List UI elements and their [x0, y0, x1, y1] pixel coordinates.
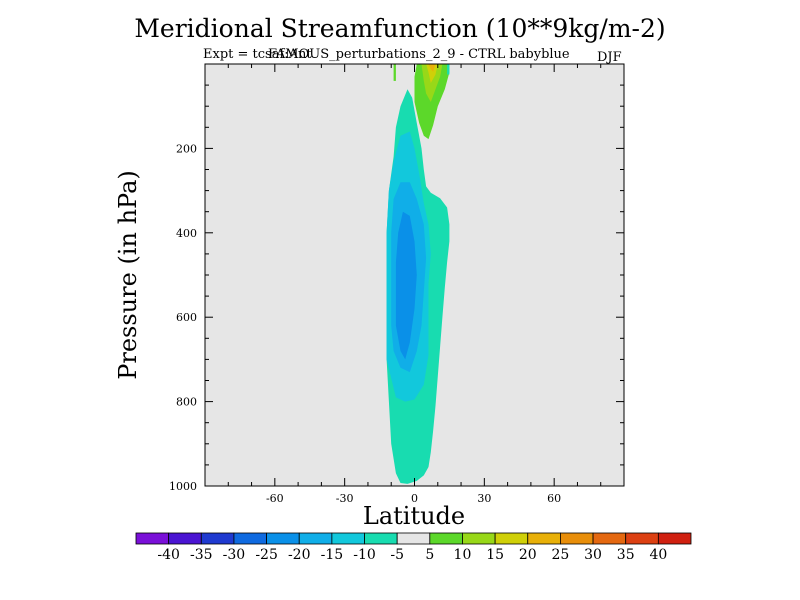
colorbar-label: -30 — [223, 547, 246, 563]
contour-region-9 — [447, 64, 450, 75]
x-tick-label: 60 — [547, 492, 561, 505]
colorbar-swatch — [592, 532, 627, 545]
x-axis-label: Latitude — [362, 502, 466, 530]
y-tick-label: 200 — [176, 142, 197, 155]
y-tick-label: 600 — [176, 311, 197, 324]
contour-region-6 — [426, 64, 438, 83]
colorbar-label: 20 — [519, 547, 537, 563]
y-tick-label: 1000 — [169, 480, 197, 493]
colorbar-label: 15 — [486, 547, 504, 563]
colorbar-label: -10 — [353, 547, 376, 563]
colorbar-label: -5 — [390, 547, 404, 563]
colorbar-swatch — [233, 532, 267, 545]
contour-region-8 — [393, 64, 396, 81]
x-tick-label: 30 — [477, 492, 491, 505]
colorbar-swatch — [331, 532, 365, 545]
colorbar-swatch — [266, 532, 300, 545]
colorbar-label: -20 — [288, 547, 311, 563]
y-tick-label: 400 — [176, 227, 197, 240]
colorbar-label: 10 — [454, 547, 472, 563]
colorbar-label: -35 — [190, 547, 213, 563]
colorbar-label: -40 — [157, 547, 180, 563]
colorbar-swatch — [625, 532, 659, 545]
colorbar-swatch — [364, 532, 398, 545]
axis-ticks — [205, 64, 624, 487]
colorbar-label: 25 — [551, 547, 569, 563]
contour-region-3 — [395, 211, 417, 360]
chart-title: Meridional Streamfunction (10**9kg/m-2) — [134, 14, 666, 43]
colorbar-swatch — [429, 532, 463, 545]
x-tick-label: -60 — [266, 492, 284, 505]
colorbar-swatch — [135, 532, 170, 545]
colorbar-label: 35 — [617, 547, 635, 563]
x-tick-label: 0 — [411, 492, 418, 505]
x-tick-label: -30 — [336, 492, 354, 505]
colorbar-label: -15 — [321, 547, 344, 563]
contour-region-7 — [428, 64, 436, 72]
colorbar-swatch — [462, 532, 496, 545]
colorbar-swatch — [560, 532, 594, 545]
colorbar-label: 40 — [649, 547, 667, 563]
colorbar-label: 5 — [425, 547, 434, 563]
colorbar-label: -25 — [255, 547, 278, 563]
experiment-label: Expt = tcsaf:Ant — [203, 47, 312, 62]
y-tick-label: 800 — [176, 396, 197, 409]
colorbar-swatch — [200, 532, 235, 545]
colorbar: -40 -35 -30 -25 -20 -15 -10 -5 5 10 15 20 25 30 35 40 — [135, 532, 692, 563]
contour-region-4 — [414, 64, 450, 140]
colorbar-swatch — [396, 532, 431, 545]
colorbar-swatch — [657, 532, 692, 545]
colorbar-swatch — [494, 532, 529, 545]
axis-tick-labels: -60 -30 0 30 60 200 400 600 800 1000 — [169, 142, 561, 505]
colorbar-swatch — [168, 532, 202, 545]
colorbar-swatch — [527, 532, 561, 545]
contour-fills — [386, 64, 450, 484]
experiment-name-label: FAMOUS_perturbations_2_9 - CTRL babyblue — [268, 47, 570, 62]
season-label: DJF — [597, 50, 622, 65]
colorbar-swatch — [298, 532, 333, 545]
colorbar-label: 30 — [584, 547, 602, 563]
contour-region-5 — [421, 64, 443, 102]
